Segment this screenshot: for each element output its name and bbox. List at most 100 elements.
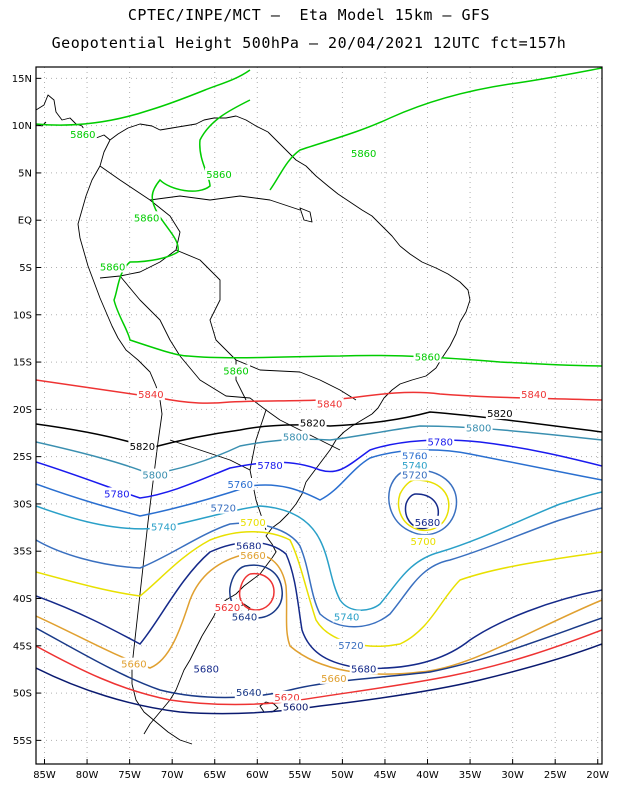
contour-label-bg — [234, 539, 263, 552]
contour-label: 5740 — [402, 461, 427, 472]
geopotential-contours — [36, 67, 602, 715]
contour-5660 — [36, 553, 602, 675]
lat-tick-label: 20S — [13, 405, 32, 416]
lat-tick-label: 25S — [13, 452, 32, 463]
contour-label-bg — [204, 167, 233, 180]
lat-tick-label: 5N — [18, 168, 32, 179]
contour-label: 5640 — [232, 612, 257, 623]
contour-label-bg — [413, 350, 442, 363]
contour-label-bg — [349, 662, 378, 675]
lon-tick-label: 75W — [118, 770, 141, 781]
lon-tick-label: 50W — [331, 770, 354, 781]
contour-label-bg — [298, 416, 327, 429]
lat-tick-label: 10N — [12, 121, 32, 132]
axis-ticks: 85W 80W 75W 70W 65W 60W 55W 50W 45W 40W 35W 30W 25W 2… — [12, 74, 609, 781]
lat-tick-label: 30S — [13, 499, 32, 510]
contour-label: 5840 — [138, 390, 163, 401]
contour-label-bg — [319, 671, 348, 684]
contour-label-bg — [273, 690, 302, 703]
contour-label: 5860 — [223, 367, 248, 378]
contour-label: 5720 — [402, 471, 427, 482]
contour-5780 — [36, 439, 602, 499]
contour-label: 5660 — [321, 674, 346, 685]
contour-label: 5720 — [338, 641, 363, 652]
lon-tick-label: 30W — [501, 770, 524, 781]
contour-label: 5620 — [274, 693, 299, 704]
contour-labels: 5860 5860 5860 5860 5860 5860 5860 5840 5840 5840… — [68, 128, 548, 713]
lon-tick-label: 85W — [33, 770, 56, 781]
contour-label-bg — [332, 610, 361, 623]
lat-tick-label: 15S — [13, 358, 32, 369]
contour-5600 — [36, 643, 602, 715]
contour-5680-ring — [404, 493, 440, 530]
contour-label-bg — [209, 501, 238, 514]
lat-tick-label: 10S — [13, 310, 32, 321]
contour-label: 5640 — [236, 688, 261, 699]
contour-label: 5780 — [257, 461, 282, 472]
contour-label: 5700 — [240, 518, 265, 529]
lon-tick-label: 35W — [459, 770, 482, 781]
contour-label-bg — [413, 515, 442, 528]
lon-tick-label: 65W — [203, 770, 226, 781]
contour-label-bg — [136, 388, 165, 401]
contour-5680 — [36, 541, 602, 670]
lat-tick-label: 5S — [19, 263, 32, 274]
lon-tick-label: 55W — [289, 770, 312, 781]
contour-label: 5680 — [193, 664, 218, 675]
contour-5760 — [36, 449, 602, 517]
contour-5640 — [36, 617, 602, 699]
contour-label: 5840 — [521, 390, 546, 401]
contour-5620-ring — [238, 572, 275, 611]
contour-label: 5820 — [487, 409, 512, 420]
contour-label-bg — [400, 468, 429, 481]
contour-label: 5860 — [100, 262, 125, 273]
contour-label: 5660 — [240, 551, 265, 562]
contour-label-bg — [222, 364, 251, 377]
contour-label-bg — [464, 421, 493, 434]
contour-label: 5740 — [334, 612, 359, 623]
contour-label: 5800 — [466, 423, 491, 434]
lon-tick-label: 80W — [76, 770, 99, 781]
title-line-1: CPTEC/INPE/MCT – Eta Model 15km – GFS — [127, 6, 491, 24]
contour-label: 5780 — [104, 489, 129, 500]
contour-label: 5860 — [415, 352, 440, 363]
contour-label: 5760 — [402, 452, 427, 463]
lat-tick-label: EQ — [18, 216, 32, 227]
contour-5860-amazon — [113, 99, 602, 367]
lat-tick-label: 35S — [13, 547, 32, 558]
contour-5860-north — [36, 69, 251, 126]
contour-5700 — [36, 531, 602, 647]
lat-tick-label: 50S — [13, 689, 32, 700]
plot-frame — [35, 66, 603, 765]
contour-5800 — [36, 425, 602, 475]
contour-label-bg — [281, 700, 310, 713]
contour-label: 5840 — [317, 400, 342, 411]
contour-label: 5800 — [283, 433, 308, 444]
contour-5720-ring — [388, 469, 458, 536]
contour-5860-north-east — [269, 67, 602, 191]
contour-label-bg — [519, 388, 548, 401]
contour-label-bg — [230, 610, 259, 623]
lon-tick-label: 20W — [586, 770, 609, 781]
contour-label: 5660 — [121, 660, 146, 671]
contour-label-bg — [128, 440, 157, 453]
contour-label: 5740 — [151, 523, 176, 534]
contour-label-bg — [226, 478, 255, 491]
contour-label-bg — [256, 459, 285, 472]
contour-label-bg — [400, 459, 429, 472]
contour-label-bg — [485, 407, 514, 420]
contour-label-bg — [132, 211, 161, 224]
contour-label: 5680 — [351, 664, 376, 675]
contour-label: 5820 — [300, 419, 325, 430]
contour-label: 5680 — [236, 541, 261, 552]
contour-label-bg — [400, 449, 429, 462]
lat-tick-label: 40S — [13, 594, 32, 605]
contour-label-bg — [239, 515, 268, 528]
contour-label-bg — [409, 534, 438, 547]
contour-label-bg — [213, 600, 242, 613]
contour-label-bg — [102, 487, 131, 500]
title-line-2: Geopotential Height 500hPa – 20/04/2021 … — [51, 34, 567, 52]
contour-label: 5760 — [228, 480, 253, 491]
contour-label: 5860 — [206, 170, 231, 181]
